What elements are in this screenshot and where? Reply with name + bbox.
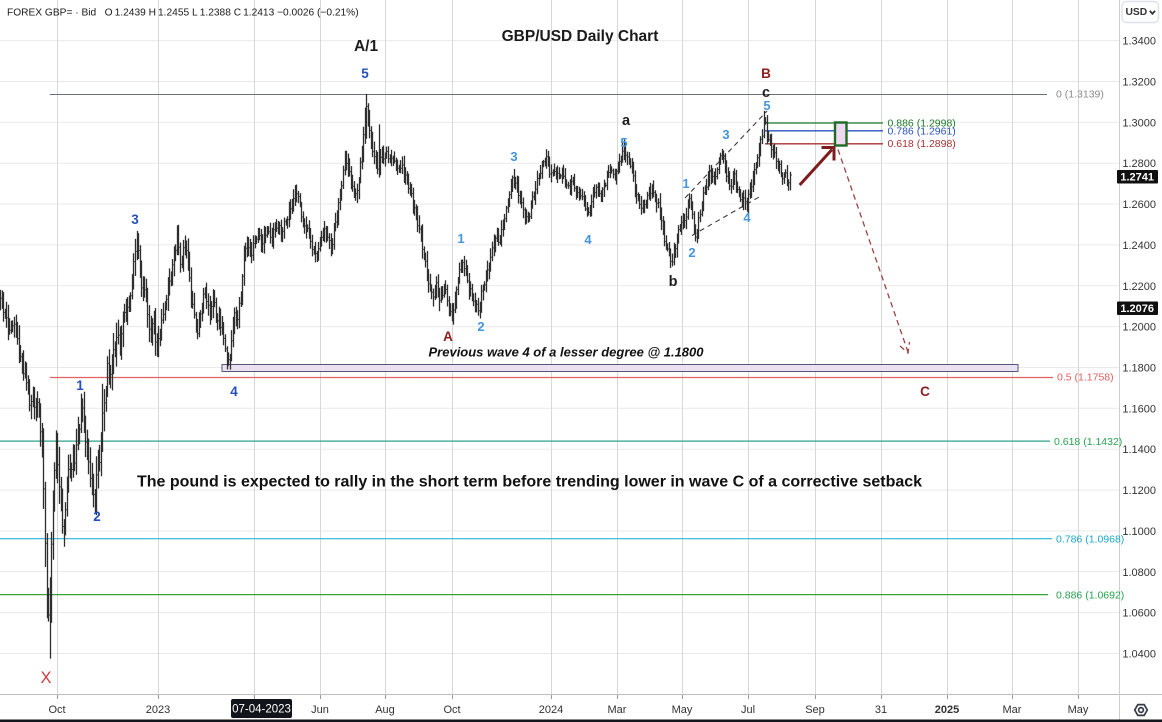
svg-text:2024: 2024	[539, 704, 563, 716]
svg-text:FOREX GBP= · Bid O 1.2439 H: FOREX GBP= · Bid O 1.2439 H 1.2455 L 1.2…	[7, 8, 359, 19]
svg-text:Mar: Mar	[608, 704, 627, 716]
svg-text:1.1600: 1.1600	[1122, 403, 1156, 415]
svg-text:May: May	[1068, 704, 1089, 716]
svg-text:0.5 (1.1758): 0.5 (1.1758)	[1057, 372, 1114, 384]
svg-text:Sep: Sep	[805, 704, 825, 716]
svg-text:1: 1	[76, 378, 84, 393]
svg-text:3: 3	[722, 127, 729, 142]
svg-text:0.618 (1.2898): 0.618 (1.2898)	[888, 138, 956, 150]
svg-text:1.0600: 1.0600	[1122, 608, 1156, 620]
svg-text:0.786 (1.2961): 0.786 (1.2961)	[888, 126, 956, 138]
svg-text:0.886 (1.0692): 0.886 (1.0692)	[1056, 589, 1124, 601]
svg-text:4: 4	[584, 232, 592, 247]
svg-text:C: C	[920, 384, 930, 399]
svg-text:Oct: Oct	[48, 704, 65, 716]
svg-text:Jun: Jun	[311, 704, 329, 716]
svg-text:1: 1	[457, 231, 464, 246]
svg-text:5: 5	[763, 98, 770, 113]
svg-text:Mar: Mar	[1003, 704, 1022, 716]
svg-text:Oct: Oct	[443, 704, 460, 716]
svg-text:2025: 2025	[935, 704, 959, 716]
svg-text:2023: 2023	[146, 704, 170, 716]
svg-text:1: 1	[682, 176, 689, 191]
svg-text:1.2200: 1.2200	[1122, 281, 1156, 293]
svg-text:c: c	[762, 85, 770, 101]
svg-text:1.2000: 1.2000	[1122, 322, 1156, 334]
svg-text:0.786 (1.0968): 0.786 (1.0968)	[1056, 533, 1124, 545]
svg-text:B: B	[761, 66, 771, 81]
svg-text:X: X	[40, 669, 51, 687]
svg-text:Aug: Aug	[375, 704, 395, 716]
svg-text:May: May	[672, 704, 693, 716]
svg-text:1.2800: 1.2800	[1122, 158, 1156, 170]
svg-text:5: 5	[620, 135, 627, 150]
svg-text:1.2600: 1.2600	[1122, 199, 1156, 211]
svg-text:a: a	[622, 113, 631, 129]
svg-text:1.0400: 1.0400	[1122, 649, 1156, 661]
svg-text:1.1800: 1.1800	[1122, 363, 1156, 375]
svg-text:2: 2	[477, 319, 484, 334]
svg-text:1.3000: 1.3000	[1122, 117, 1156, 129]
svg-text:2: 2	[688, 245, 695, 260]
svg-text:31: 31	[875, 704, 887, 716]
svg-text:4: 4	[743, 210, 751, 225]
svg-text:1.2400: 1.2400	[1122, 240, 1156, 252]
svg-text:2: 2	[93, 509, 101, 524]
svg-text:0.886 (1.2998): 0.886 (1.2998)	[888, 118, 956, 130]
svg-text:1.2076: 1.2076	[1120, 303, 1154, 315]
svg-text:07-04-2023: 07-04-2023	[232, 704, 291, 716]
svg-text:Previous wave 4 of a lesser de: Previous wave 4 of a lesser degree @ 1.1…	[429, 345, 705, 360]
svg-text:Jul: Jul	[741, 704, 755, 716]
svg-text:USD: USD	[1126, 7, 1148, 18]
svg-text:1.2741: 1.2741	[1120, 172, 1154, 184]
svg-text:0.618 (1.1432): 0.618 (1.1432)	[1054, 436, 1122, 448]
svg-text:The pound is expected to rally: The pound is expected to rally in the sh…	[137, 474, 922, 491]
svg-text:3: 3	[510, 149, 517, 164]
svg-text:3: 3	[131, 212, 139, 227]
svg-text:A/1: A/1	[354, 38, 379, 55]
svg-text:1.1200: 1.1200	[1122, 485, 1156, 497]
svg-text:A: A	[443, 329, 453, 344]
svg-text:0 (1.3139): 0 (1.3139)	[1056, 89, 1104, 101]
svg-text:GBP/USD Daily Chart: GBP/USD Daily Chart	[502, 28, 659, 45]
svg-text:1.0800: 1.0800	[1122, 567, 1156, 579]
svg-text:5: 5	[361, 66, 369, 81]
svg-text:1.1000: 1.1000	[1122, 526, 1156, 538]
svg-text:4: 4	[230, 384, 238, 399]
svg-text:1.3200: 1.3200	[1122, 77, 1156, 89]
svg-text:1.3400: 1.3400	[1122, 36, 1156, 48]
svg-text:b: b	[669, 274, 678, 290]
svg-text:1.1400: 1.1400	[1122, 444, 1156, 456]
